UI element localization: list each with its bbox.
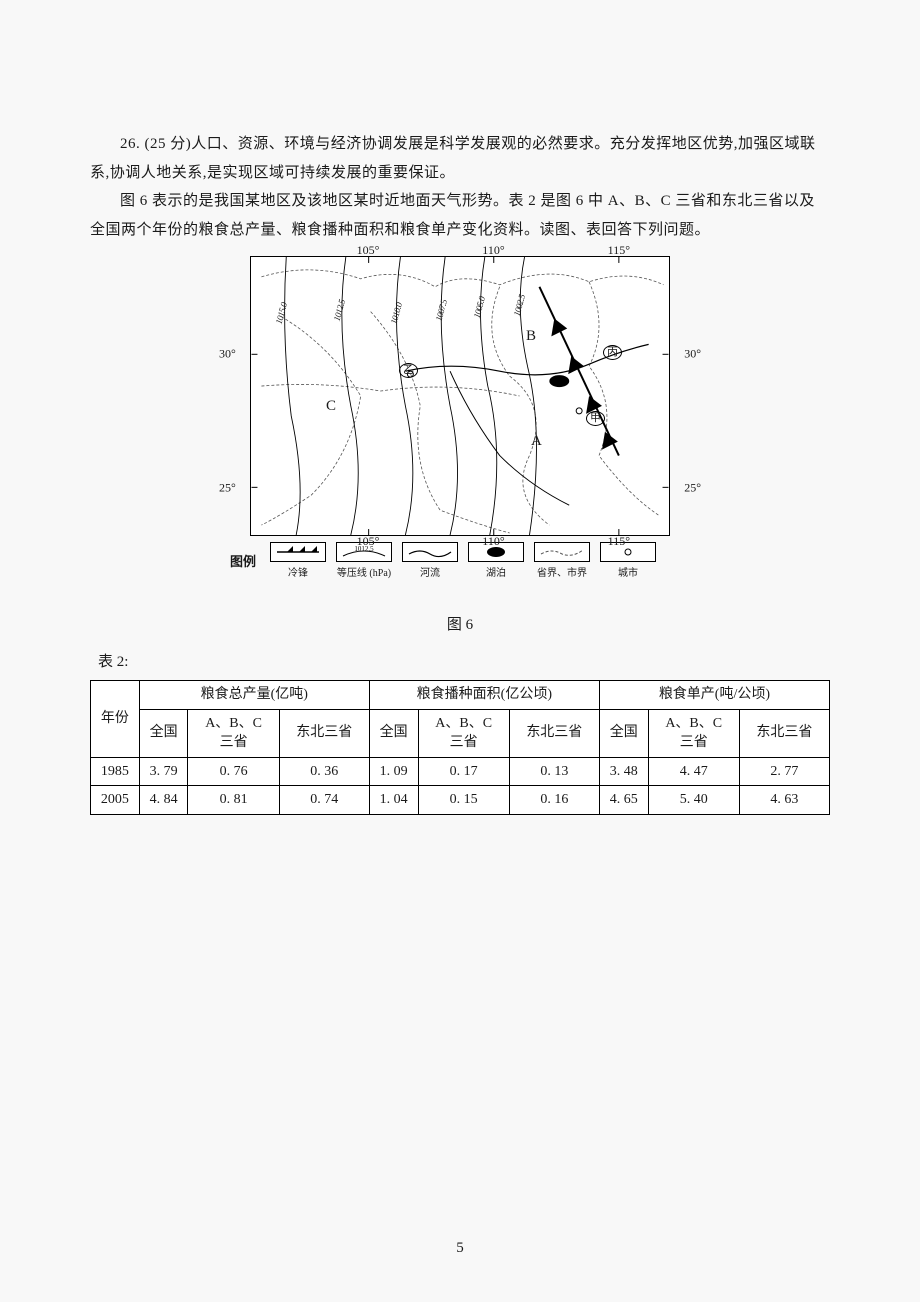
table-row: 1985 3. 79 0. 76 0. 36 1. 09 0. 17 0. 13… <box>91 757 830 786</box>
sub-header: A、B、C三省 <box>188 709 279 757</box>
city-yi-label: 乙 <box>399 357 418 382</box>
legend-item-cold-front: 冷锋 <box>270 542 326 583</box>
city-jia-label: 甲 <box>586 405 605 430</box>
boundary-icon <box>537 544 587 560</box>
col-group-2: 粮食播种面积(亿公顷) <box>369 681 599 710</box>
data-table: 年份 粮食总产量(亿吨) 粮食播种面积(亿公顷) 粮食单产(吨/公顷) 全国 A… <box>90 680 830 815</box>
lat-label: 30° <box>219 343 236 366</box>
sub-header: A、B、C三省 <box>648 709 739 757</box>
cold-front-icon <box>273 544 323 560</box>
legend-title: 图例 <box>230 550 256 575</box>
question-paragraph-1: 26. (25 分)人口、资源、环境与经济协调发展是科学发展观的必然要求。充分发… <box>90 130 830 187</box>
sub-header: 全国 <box>139 709 188 757</box>
table-row: 2005 4. 84 0. 81 0. 74 1. 04 0. 15 0. 16… <box>91 786 830 815</box>
lake-icon <box>549 375 569 387</box>
sub-header: A、B、C三省 <box>418 709 509 757</box>
region-b-label: B <box>526 322 536 351</box>
map-frame: 105° 110° 115° 105° 110° 115° 30° 25° 30… <box>250 256 670 536</box>
col-year: 年份 <box>91 681 140 758</box>
legend-item-river: 河流 <box>402 542 458 583</box>
region-a-label: A <box>531 427 542 456</box>
sub-header: 东北三省 <box>739 709 829 757</box>
sub-header: 全国 <box>599 709 648 757</box>
lat-label: 25° <box>684 476 701 499</box>
city-marker-jia <box>576 408 582 414</box>
figure-6: 105° 110° 115° 105° 110° 115° 30° 25° 30… <box>90 256 830 640</box>
table-2-label: 表 2: <box>98 648 830 677</box>
question-paragraph-2: 图 6 表示的是我国某地区及该地区某时近地面天气形势。表 2 是图 6 中 A、… <box>90 187 830 244</box>
sub-header: 全国 <box>369 709 418 757</box>
lat-label: 25° <box>219 476 236 499</box>
figure-caption: 图 6 <box>230 611 690 640</box>
cold-front-line <box>539 287 618 456</box>
sub-header: 东北三省 <box>509 709 599 757</box>
sub-header: 东北三省 <box>279 709 369 757</box>
region-c-label: C <box>326 392 336 421</box>
col-group-1: 粮食总产量(亿吨) <box>139 681 369 710</box>
page-number: 5 <box>456 1234 464 1263</box>
col-group-3: 粮食单产(吨/公顷) <box>599 681 829 710</box>
legend-item-boundary: 省界、市界 <box>534 542 590 583</box>
map-svg <box>251 257 669 535</box>
river-icon <box>405 544 455 560</box>
lat-label: 30° <box>684 343 701 366</box>
city-bing-label: 丙 <box>603 339 622 364</box>
